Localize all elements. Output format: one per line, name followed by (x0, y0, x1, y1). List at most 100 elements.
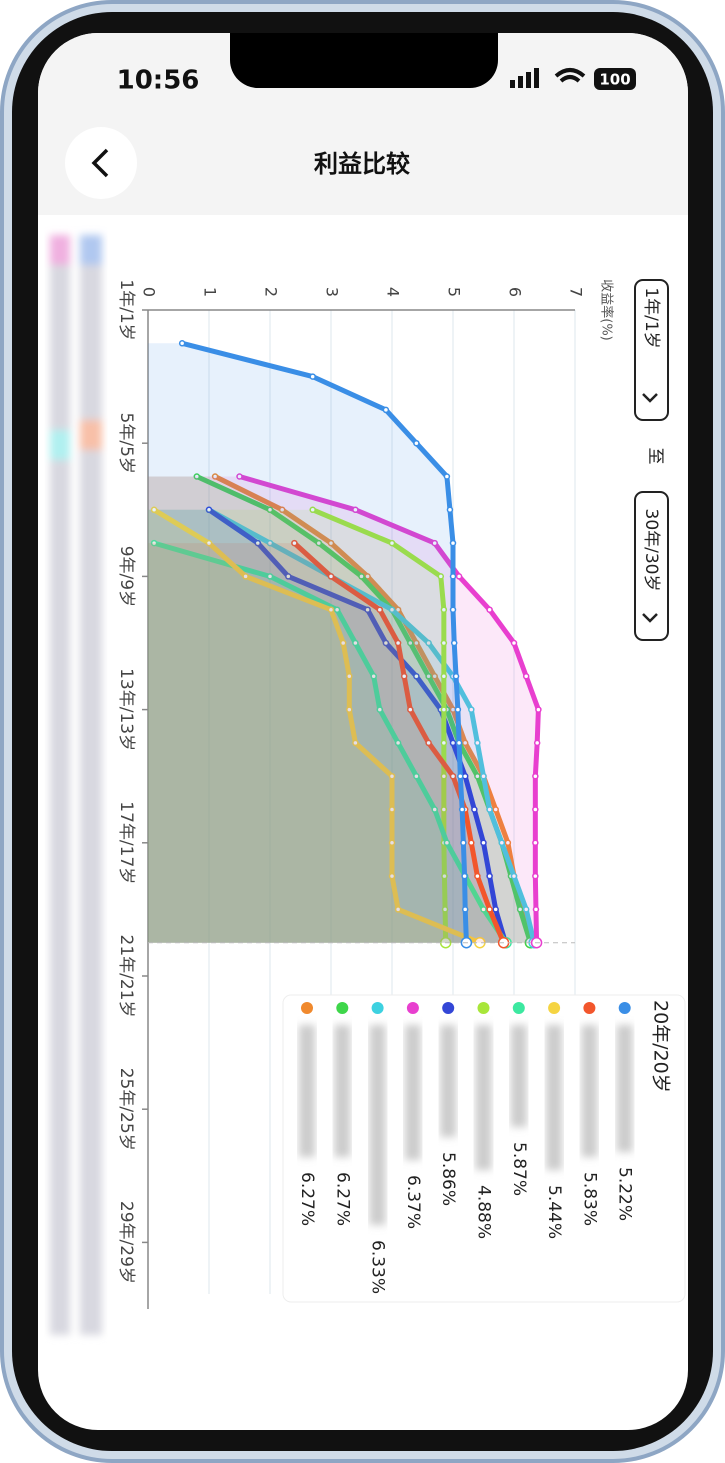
page-title: 利益比较 (314, 150, 410, 178)
tooltip-name-blur (299, 1025, 315, 1157)
data-point (440, 739, 448, 747)
notch (230, 33, 498, 88)
series-line (152, 507, 481, 946)
tooltip-name-blur (334, 1025, 351, 1157)
data-point (394, 739, 402, 747)
data-point (452, 673, 460, 680)
data-point (266, 506, 274, 514)
tooltip-name-blur (510, 1025, 527, 1127)
y-tick-label: 0 (140, 287, 159, 297)
data-point (441, 906, 449, 913)
data-point (486, 606, 493, 613)
series-line (207, 507, 508, 944)
data-point (327, 606, 335, 613)
tooltip-name-blur (369, 1025, 386, 1225)
data-point (352, 639, 359, 647)
from-select[interactable] (634, 279, 669, 421)
wifi (554, 68, 586, 83)
data-point (457, 772, 464, 780)
data-point (510, 639, 518, 647)
data-point (522, 673, 530, 680)
data-point (471, 806, 478, 813)
data-point (454, 706, 462, 713)
tooltip-name-blur (475, 1025, 492, 1170)
data-point (486, 806, 493, 813)
data-point (431, 806, 438, 813)
data-point (474, 872, 481, 880)
x-tick-label: 5年/5岁 (116, 413, 136, 474)
blurred-legend (50, 235, 102, 1335)
data-point (382, 639, 390, 647)
data-point (413, 439, 420, 447)
data-point (474, 739, 481, 747)
data-point (364, 573, 371, 580)
tooltip-name-blur (404, 1025, 421, 1160)
data-point (327, 573, 335, 580)
tooltip-dot (477, 1002, 490, 1014)
data-point (266, 539, 274, 547)
tooltip-value: 5.44% (544, 1185, 564, 1239)
data-point (480, 772, 487, 780)
data-point (388, 872, 396, 880)
data-point (504, 839, 512, 847)
x-tick-label: 21年/21岁 (116, 935, 136, 1018)
data-point (388, 772, 396, 780)
to-label: 30年/30岁 (641, 509, 661, 592)
series-area (148, 509, 535, 943)
range-separator: 至 (645, 448, 665, 465)
data-point (327, 539, 335, 547)
y-tick-label: 2 (262, 287, 281, 297)
data-point (522, 906, 530, 913)
data-point (400, 673, 408, 680)
data-point (431, 539, 438, 547)
data-point (413, 639, 420, 647)
y-tick-label: 4 (384, 287, 403, 297)
data-point (498, 839, 506, 847)
data-point (492, 906, 499, 913)
data-point (468, 839, 475, 847)
data-point (352, 506, 359, 514)
tooltip-dot (442, 1002, 455, 1014)
tooltip-dot (301, 1002, 313, 1014)
data-point (370, 673, 377, 680)
data-point (446, 506, 454, 514)
data-point (382, 406, 390, 414)
data-point (440, 806, 448, 813)
data-point (205, 506, 213, 514)
back-button[interactable] (65, 127, 137, 199)
series-area (148, 543, 507, 943)
status-time: 10:56 (117, 66, 200, 96)
data-point (474, 772, 481, 780)
data-point (425, 739, 432, 747)
data-point (455, 739, 463, 747)
data-point (461, 906, 469, 913)
data-point (449, 573, 457, 580)
to-select[interactable] (634, 491, 669, 641)
data-point (352, 739, 359, 747)
tooltip-value: 6.27% (297, 1172, 317, 1226)
data-point (492, 806, 499, 813)
data-point (425, 639, 432, 647)
data-point (532, 872, 539, 880)
data-point (449, 539, 457, 547)
data-point (346, 673, 353, 680)
data-point (407, 639, 414, 647)
data-point (486, 906, 493, 913)
header-bg (38, 33, 688, 215)
tooltip-dot (336, 1002, 349, 1014)
data-point (468, 706, 475, 713)
data-point (449, 772, 457, 780)
data-point (291, 539, 298, 547)
tooltip-name-blur (616, 1025, 633, 1152)
data-point (285, 573, 292, 580)
series-area (148, 543, 504, 943)
data-point (461, 739, 469, 747)
data-point (480, 906, 487, 913)
from-label: 1年/1岁 (641, 287, 661, 348)
tooltip-dot (583, 1002, 596, 1014)
x-tick-label: 1年/1岁 (116, 279, 136, 340)
series-area (148, 476, 531, 943)
series-area (148, 509, 480, 943)
data-point (333, 606, 341, 613)
data-point (150, 506, 158, 514)
